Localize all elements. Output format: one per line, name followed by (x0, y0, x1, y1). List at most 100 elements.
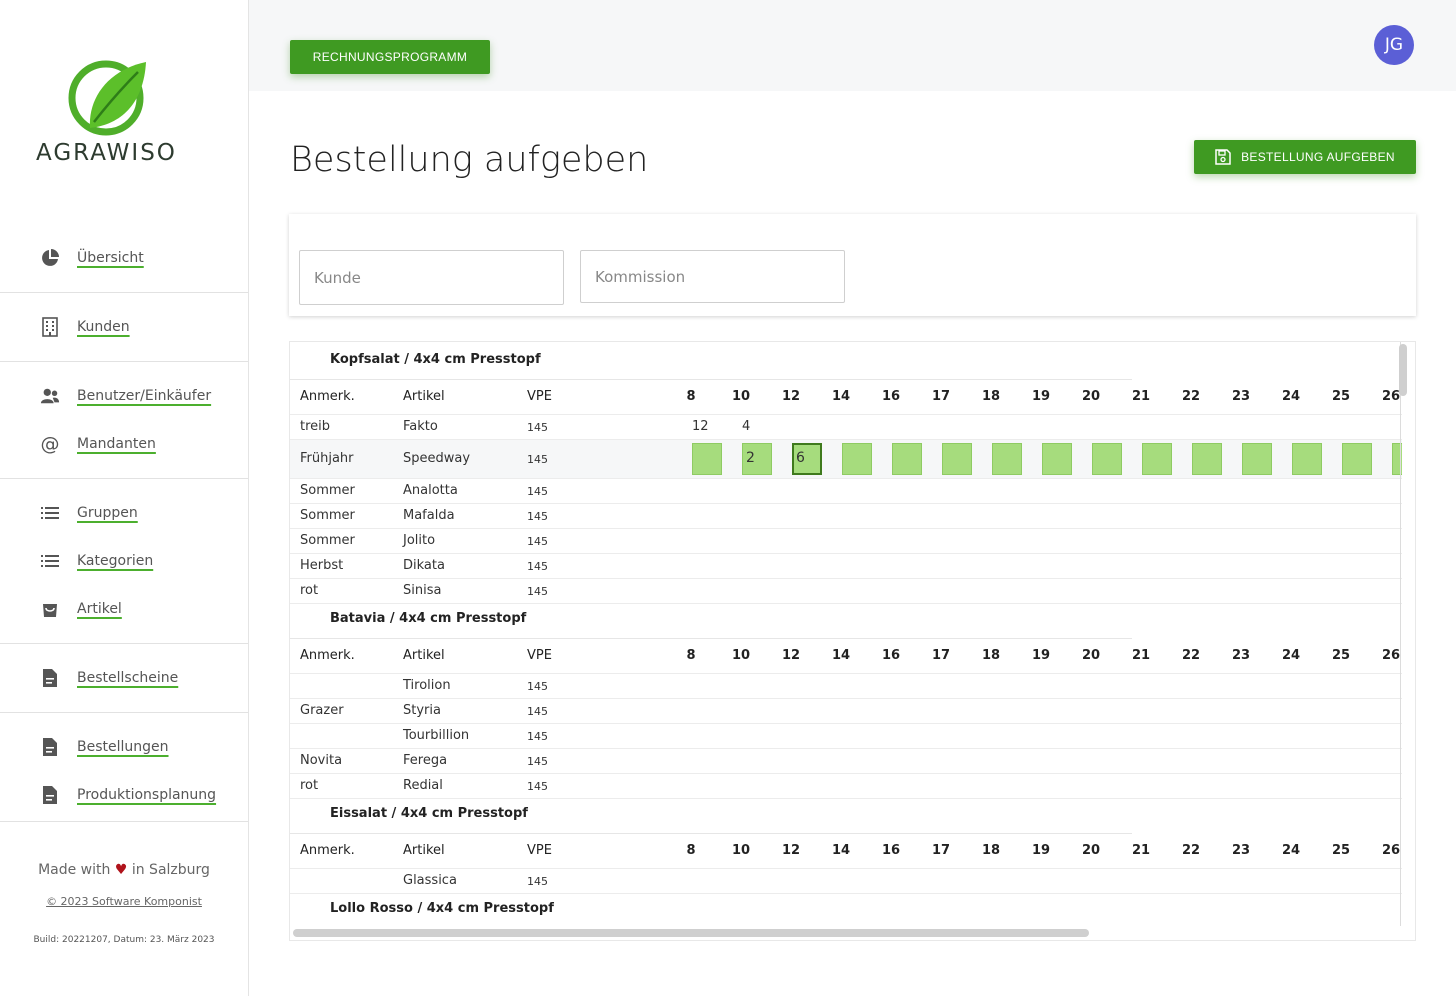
quantity-input[interactable] (992, 443, 1022, 475)
horizontal-scrollbar[interactable] (293, 929, 1089, 937)
sidebar-item-bestellungen[interactable]: Bestellungen (40, 735, 169, 759)
quantity-input[interactable] (1292, 443, 1322, 475)
rechnungsprogramm-button[interactable]: RECHNUNGSPROGRAMM (290, 40, 490, 74)
sidebar-item-kunden[interactable]: Kunden (40, 315, 130, 339)
header-week: 19 (1031, 389, 1051, 404)
header-divider (290, 638, 1132, 639)
cell-vpe: 145 (527, 875, 548, 888)
nav-group-customers (0, 293, 248, 362)
header-week: 18 (981, 389, 1001, 404)
copyright-link[interactable]: © 2023 Software Komponist (46, 895, 202, 908)
cell-artikel: Tourbillion (403, 728, 470, 743)
at-icon: @ (40, 433, 60, 455)
quantity-input[interactable] (692, 443, 722, 475)
cell-artikel: Fakto (403, 419, 438, 434)
cell-vpe: 145 (527, 680, 548, 693)
users-icon (40, 386, 60, 406)
cell-anmerk: Herbst (300, 558, 344, 573)
avatar[interactable]: JG (1374, 25, 1414, 65)
cell-vpe: 145 (527, 560, 548, 573)
quantity-value: 4 (742, 419, 751, 434)
header-week: 20 (1081, 843, 1101, 858)
quantity-input[interactable] (1092, 443, 1122, 475)
header-week: 14 (831, 389, 851, 404)
quantity-input[interactable] (1392, 443, 1402, 475)
sidebar-item-bestellscheine[interactable]: Bestellscheine (40, 666, 178, 690)
quantity-input[interactable]: 6 (792, 443, 822, 475)
table-row (290, 724, 1402, 749)
header-week: 22 (1181, 843, 1201, 858)
quantity-input[interactable] (842, 443, 872, 475)
quantity-input[interactable] (1342, 443, 1372, 475)
nav-group-users (0, 362, 248, 479)
logo[interactable]: AGRAWISO (36, 58, 196, 166)
page-title: Bestellung aufgeben (290, 140, 649, 180)
header-week: 17 (931, 389, 951, 404)
document-icon (40, 668, 60, 688)
quantity-input[interactable] (892, 443, 922, 475)
nav-group-overview (0, 230, 248, 293)
cell-vpe: 145 (527, 585, 548, 598)
topbar: RECHNUNGSPROGRAMM JG (249, 0, 1456, 91)
header-week: 21 (1131, 843, 1151, 858)
header-week: 25 (1331, 648, 1351, 663)
header-vpe: VPE (527, 843, 552, 858)
header-bottom-line (290, 673, 1402, 674)
table-row (290, 674, 1402, 699)
cell-artikel: Sinisa (403, 583, 442, 598)
cell-artikel: Dikata (403, 558, 445, 573)
sidebar-item-artikel[interactable]: Artikel (40, 597, 122, 621)
kommission-field[interactable] (580, 250, 845, 303)
header-week: 14 (831, 648, 851, 663)
sidebar-item-label: Produktionsplanung (77, 787, 217, 803)
sidebar-item-gruppen[interactable]: Gruppen (40, 501, 138, 525)
sidebar-item-uebersicht[interactable]: Übersicht (40, 246, 144, 270)
header-week: 10 (731, 389, 751, 404)
header-week: 21 (1131, 389, 1151, 404)
order-table: Kopfsalat / 4x4 cm Presstopf Anmerk. Artik… (290, 342, 1402, 928)
cell-anmerk: Frühjahr (300, 451, 354, 466)
made-suffix: in Salzburg (131, 862, 210, 878)
vertical-scrollbar[interactable] (1399, 344, 1407, 396)
cell-vpe: 145 (527, 453, 548, 466)
header-week: 8 (686, 648, 696, 663)
cell-vpe: 145 (527, 510, 548, 523)
sidebar-item-kategorien[interactable]: Kategorien (40, 549, 153, 573)
table-row (290, 554, 1402, 579)
quantity-input[interactable]: 2 (742, 443, 772, 475)
group-title: Eissalat / 4x4 cm Presstopf (330, 806, 528, 821)
quantity-input[interactable] (1242, 443, 1272, 475)
header-week: 19 (1031, 648, 1051, 663)
header-week: 12 (781, 648, 801, 663)
document-icon (40, 737, 60, 757)
quantity-input[interactable] (942, 443, 972, 475)
sidebar-item-mandanten[interactable]: @ Mandanten (40, 432, 156, 456)
group-title: Batavia / 4x4 cm Presstopf (330, 611, 527, 626)
sidebar-item-label: Bestellungen (77, 739, 169, 755)
document-icon (40, 785, 60, 805)
header-week: 10 (731, 648, 751, 663)
cell-vpe: 145 (527, 705, 548, 718)
quantity-input[interactable] (1142, 443, 1172, 475)
made-with-text: Made with ♥ in Salzburg (0, 862, 248, 878)
sidebar-item-benutzer[interactable]: Benutzer/Einkäufer (40, 384, 211, 408)
quantity-value: 12 (692, 419, 709, 434)
header-week: 22 (1181, 648, 1201, 663)
bestellung-aufgeben-button[interactable]: BESTELLUNG AUFGEBEN (1194, 140, 1416, 174)
header-week: 22 (1181, 389, 1201, 404)
quantity-input[interactable] (1192, 443, 1222, 475)
table-row (290, 415, 1402, 440)
header-week: 20 (1081, 389, 1101, 404)
table-row (290, 579, 1402, 604)
quantity-input[interactable] (1042, 443, 1072, 475)
header-week: 12 (781, 389, 801, 404)
sidebar-item-label: Gruppen (77, 505, 138, 521)
sidebar-item-produktionsplanung[interactable]: Produktionsplanung (40, 783, 216, 807)
sidebar-item-label: Benutzer/Einkäufer (77, 388, 212, 404)
header-week: 23 (1231, 648, 1251, 663)
group-title: Kopfsalat / 4x4 cm Presstopf (330, 352, 541, 367)
table-row (290, 504, 1402, 529)
cell-vpe: 145 (527, 730, 548, 743)
kunde-field[interactable] (299, 250, 564, 305)
